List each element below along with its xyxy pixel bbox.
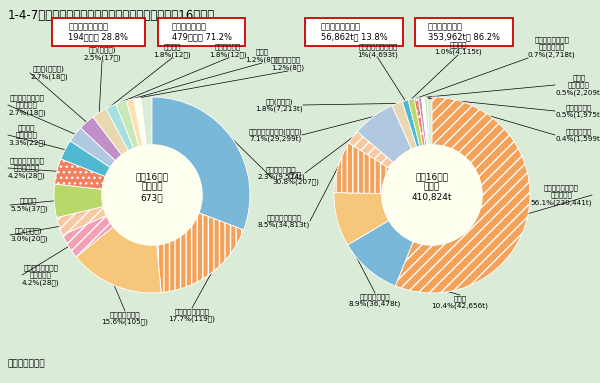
Text: 汚泥（建設系）
2.3%(9,574t): 汚泥（建設系） 2.3%(9,574t) bbox=[257, 166, 305, 180]
Wedge shape bbox=[334, 143, 389, 194]
Wedge shape bbox=[395, 97, 530, 293]
Text: 金属くず
1.0%(4,115t): 金属くず 1.0%(4,115t) bbox=[434, 41, 482, 55]
Text: 木くず（建設系）
8.5%(34,813t): 木くず（建設系） 8.5%(34,813t) bbox=[258, 214, 310, 228]
Text: 廃プラスチック類(その他)
7.1%(29,299t): 廃プラスチック類(その他) 7.1%(29,299t) bbox=[248, 128, 302, 142]
Text: 建設系廃棄物計
479件　　 71.2%: 建設系廃棄物計 479件 71.2% bbox=[172, 22, 232, 42]
Wedge shape bbox=[347, 221, 413, 286]
Circle shape bbox=[102, 145, 202, 245]
Text: 廃プラスチック類
（廃タイヤ）
4.2%(28件): 廃プラスチック類 （廃タイヤ） 4.2%(28件) bbox=[8, 157, 46, 179]
Wedge shape bbox=[357, 106, 412, 163]
Wedge shape bbox=[80, 117, 122, 161]
Text: 動物のふん尿
1.8%(12件): 動物のふん尿 1.8%(12件) bbox=[209, 44, 247, 58]
Wedge shape bbox=[157, 213, 244, 293]
Wedge shape bbox=[334, 193, 389, 245]
FancyBboxPatch shape bbox=[52, 18, 145, 46]
Wedge shape bbox=[54, 184, 103, 218]
Text: 建設混合廃棄物
8.9%(36,478t): 建設混合廃棄物 8.9%(36,478t) bbox=[349, 293, 401, 307]
Text: 非建設系廃棄物計
56,862t　 13.8%: 非建設系廃棄物計 56,862t 13.8% bbox=[320, 22, 388, 42]
Text: 燃え滕
1.2%(8件): 燃え滕 1.2%(8件) bbox=[245, 49, 278, 63]
Text: 木くず（建設系）
17.7%(119件): 木くず（建設系） 17.7%(119件) bbox=[169, 308, 215, 322]
FancyBboxPatch shape bbox=[158, 18, 245, 46]
Wedge shape bbox=[56, 206, 106, 235]
Wedge shape bbox=[62, 215, 113, 257]
Wedge shape bbox=[152, 97, 250, 230]
Text: 動物のふん尿
0.4%(1,599t): 動物のふん尿 0.4%(1,599t) bbox=[555, 128, 600, 142]
Text: 汚泥(その他)
2.5%(17件): 汚泥(その他) 2.5%(17件) bbox=[83, 47, 121, 61]
Wedge shape bbox=[55, 159, 106, 189]
Wedge shape bbox=[403, 100, 420, 147]
Wedge shape bbox=[134, 98, 146, 146]
Text: 建設系廃棄物計
353,962t　 86.2%: 建設系廃棄物計 353,962t 86.2% bbox=[428, 22, 500, 42]
Text: 廃プラスチック類
（建設系）
56.1%(230,441t): 廃プラスチック類 （建設系） 56.1%(230,441t) bbox=[530, 184, 592, 206]
Text: 平成16年度
投棄件数
673件: 平成16年度 投棄件数 673件 bbox=[136, 172, 169, 202]
Wedge shape bbox=[76, 227, 161, 293]
Wedge shape bbox=[116, 100, 139, 149]
Text: 動植物性残さ
1.2%(8件): 動植物性残さ 1.2%(8件) bbox=[271, 57, 305, 71]
Text: 1-4-7図　不法投棄された産業廃棄物の種類（平成16年度）: 1-4-7図 不法投棄された産業廃棄物の種類（平成16年度） bbox=[8, 9, 215, 22]
Wedge shape bbox=[61, 141, 110, 177]
Wedge shape bbox=[93, 108, 128, 155]
Text: 建設混合廃棄物
15.6%(105件): 建設混合廃棄物 15.6%(105件) bbox=[101, 311, 148, 325]
Text: 廃プラスチック類
（その他）
2.7%(18件): 廃プラスチック類 （その他） 2.7%(18件) bbox=[8, 94, 46, 116]
Text: 動植物性残さ
0.5%(1,975t): 動植物性残さ 0.5%(1,975t) bbox=[555, 104, 600, 118]
Wedge shape bbox=[418, 98, 427, 146]
Wedge shape bbox=[414, 98, 425, 146]
Text: （資料）環境省: （資料）環境省 bbox=[8, 359, 46, 368]
Wedge shape bbox=[70, 128, 116, 167]
Text: 汚泥(建設系)
3.0%(20件): 汚泥(建設系) 3.0%(20件) bbox=[10, 228, 47, 242]
Wedge shape bbox=[106, 104, 134, 151]
FancyBboxPatch shape bbox=[415, 18, 513, 46]
Text: 金属くず
5.5%(37件): 金属くず 5.5%(37件) bbox=[10, 198, 47, 212]
Wedge shape bbox=[392, 101, 417, 149]
Text: 繊維くず
1.8%(12件): 繊維くず 1.8%(12件) bbox=[153, 44, 191, 58]
Circle shape bbox=[382, 145, 482, 245]
Text: 平成16年度
投棄量
410,824t: 平成16年度 投棄量 410,824t bbox=[412, 172, 452, 202]
Wedge shape bbox=[425, 97, 430, 145]
Text: がれき
10.4%(42,656t): がれき 10.4%(42,656t) bbox=[431, 295, 488, 309]
Text: 木くず(その他)
2.7%(18件): 木くず(その他) 2.7%(18件) bbox=[30, 66, 68, 80]
Text: 汚泥(その他)
1.8%(7,213t): 汚泥(その他) 1.8%(7,213t) bbox=[256, 98, 303, 112]
Wedge shape bbox=[349, 132, 394, 169]
Text: 木くず
（その他）
0.5%(2,209t): 木くず （その他） 0.5%(2,209t) bbox=[555, 74, 600, 96]
Text: ガラス・
陶磁器くず
3.3%(22件): ガラス・ 陶磁器くず 3.3%(22件) bbox=[8, 124, 46, 146]
Wedge shape bbox=[422, 97, 428, 145]
Text: 廃プラスチック類
（建設系）
4.2%(28件): 廃プラスチック類 （建設系） 4.2%(28件) bbox=[22, 264, 59, 286]
Text: がれき
30.8%(207件): がれき 30.8%(207件) bbox=[272, 171, 319, 185]
Text: 廃プラスチック類
（廃タイヤ）
0.7%(2,718t): 廃プラスチック類 （廃タイヤ） 0.7%(2,718t) bbox=[528, 36, 575, 58]
Wedge shape bbox=[408, 98, 423, 146]
Text: 非建設系廃棄物計
194件　　 28.8%: 非建設系廃棄物計 194件 28.8% bbox=[68, 22, 128, 42]
Wedge shape bbox=[127, 99, 143, 147]
FancyBboxPatch shape bbox=[305, 18, 403, 46]
Text: ガラス・陶磁器くず
1%(4,693t): ガラス・陶磁器くず 1%(4,693t) bbox=[358, 44, 398, 58]
